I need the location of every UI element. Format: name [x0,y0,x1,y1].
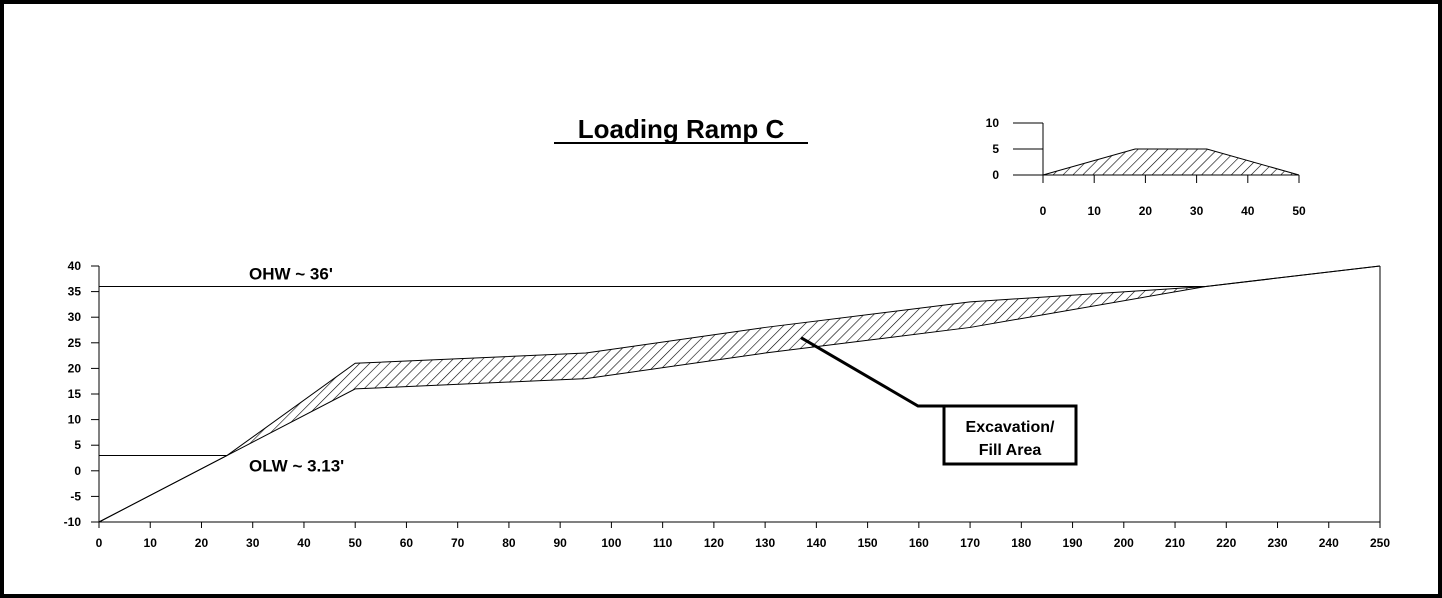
x-tick-label: 0 [96,536,103,550]
reference-line-label: OHW ~ 36' [249,264,333,283]
inset-x-tick-label: 0 [1040,204,1047,218]
inset-x-tick-label: 40 [1241,204,1255,218]
x-tick-label: 20 [195,536,209,550]
x-tick-label: 200 [1114,536,1134,550]
main-plot-area: -10 -5 0 5 10 15 20 25 30 35 40 0 10 20 30 40 50 60 70 80 90… [64,259,1391,550]
x-tick-label: 220 [1216,536,1236,550]
inset-x-tick-label: 20 [1139,204,1153,218]
x-tick-label: 190 [1063,536,1083,550]
y-tick-label: 30 [68,310,82,324]
inset-cross-section [1042,148,1300,176]
x-tick-label: 250 [1370,536,1390,550]
x-tick-label: 70 [451,536,465,550]
x-tick-label: 130 [755,536,775,550]
x-tick-label: 180 [1011,536,1031,550]
x-tick-label: 140 [806,536,826,550]
x-tick-label: 90 [553,536,567,550]
x-tick-label: 240 [1319,536,1339,550]
y-tick-label: 5 [74,438,81,452]
y-tick-label: 40 [68,259,82,273]
reference-line-label: OLW ~ 3.13' [249,456,344,475]
x-tick-label: 100 [601,536,621,550]
x-tick-label: 150 [858,536,878,550]
inset-y-tick-label: 0 [992,168,999,182]
y-tick-label: 15 [68,387,82,401]
inset-y-tick-label: 10 [986,116,1000,130]
x-tick-label: 120 [704,536,724,550]
x-tick-label: 30 [246,536,260,550]
x-tick-label: 230 [1268,536,1288,550]
inset-x-tick-label: 50 [1292,204,1306,218]
x-tick-label: 170 [960,536,980,550]
chart-title: Loading Ramp C [578,114,785,144]
x-tick-label: 60 [400,536,414,550]
y-tick-label: 20 [68,361,82,375]
callout-label-line-1: Excavation/ [966,419,1055,436]
callout-pointer-line [800,336,944,408]
x-tick-label: 160 [909,536,929,550]
x-tick-label: 110 [653,536,673,550]
excavation-callout: Excavation/ Fill Area [800,336,1078,466]
inset-x-tick-label: 30 [1190,204,1204,218]
x-tick-label: 40 [297,536,311,550]
y-tick-label: 35 [68,285,82,299]
y-tick-label: -5 [70,489,81,503]
lower-profile-line [98,265,1381,523]
y-tick-label: 25 [68,336,82,350]
x-tick-label: 210 [1165,536,1185,550]
y-tick-label: -10 [64,515,82,529]
inset-x-tick-label: 10 [1088,204,1102,218]
callout-box [942,404,1078,466]
callout-label-line-2: Fill Area [979,442,1042,459]
x-tick-label: 10 [144,536,158,550]
y-tick-label: 0 [74,464,81,478]
upper-profile-line [98,265,1381,523]
inset-y-tick-label: 5 [992,142,999,156]
x-tick-label: 80 [502,536,516,550]
x-tick-label: 50 [349,536,363,550]
y-tick-label: 10 [68,413,82,427]
inset-plot-area: 0 5 10 0 10 20 30 40 50 [986,116,1306,218]
